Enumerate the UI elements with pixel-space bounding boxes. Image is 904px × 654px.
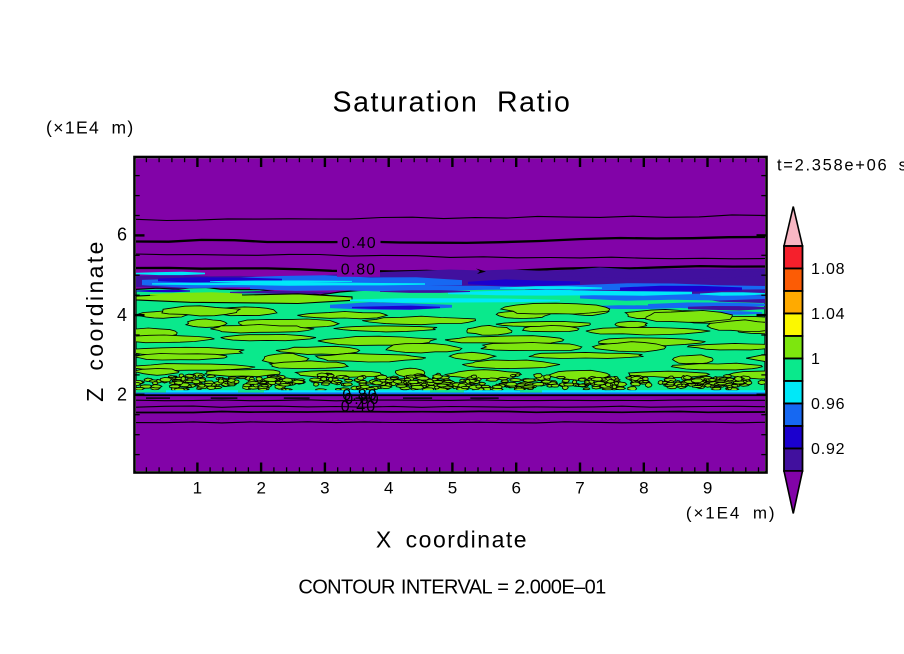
- svg-text:0.80: 0.80: [341, 262, 377, 279]
- svg-text:0.80: 0.80: [342, 387, 378, 404]
- svg-text:3: 3: [320, 479, 329, 498]
- svg-text:(×1E4 m): (×1E4 m): [46, 118, 135, 138]
- svg-text:0.96: 0.96: [811, 396, 845, 413]
- svg-text:1: 1: [811, 351, 821, 368]
- svg-text:t=2.358e+06 s: t=2.358e+06 s: [777, 157, 904, 175]
- svg-text:9: 9: [703, 479, 712, 498]
- svg-text:1.04: 1.04: [811, 306, 845, 323]
- svg-text:2: 2: [117, 384, 127, 404]
- svg-text:X coordinate: X coordinate: [376, 527, 528, 553]
- svg-text:1.08: 1.08: [811, 261, 845, 278]
- svg-text:0.80: 0.80: [344, 391, 380, 408]
- svg-text:4: 4: [384, 479, 393, 498]
- svg-text:CONTOUR INTERVAL = 2.000E–01: CONTOUR INTERVAL = 2.000E–01: [298, 577, 606, 599]
- svg-text:7: 7: [575, 479, 584, 498]
- svg-text:5: 5: [448, 479, 457, 498]
- svg-text:6: 6: [511, 479, 520, 498]
- svg-text:(×1E4 m): (×1E4 m): [686, 504, 777, 523]
- svg-text:0.40: 0.40: [341, 235, 377, 252]
- svg-text:0.92: 0.92: [811, 441, 845, 458]
- svg-text:Saturation Ratio: Saturation Ratio: [333, 87, 572, 119]
- svg-text:2: 2: [256, 479, 265, 498]
- svg-text:1: 1: [193, 479, 202, 498]
- svg-text:0.40: 0.40: [341, 398, 377, 415]
- svg-text:6: 6: [117, 225, 127, 245]
- svg-text:4: 4: [117, 305, 127, 325]
- svg-text:Z coordinate: Z coordinate: [82, 239, 108, 402]
- svg-text:8: 8: [639, 479, 648, 498]
